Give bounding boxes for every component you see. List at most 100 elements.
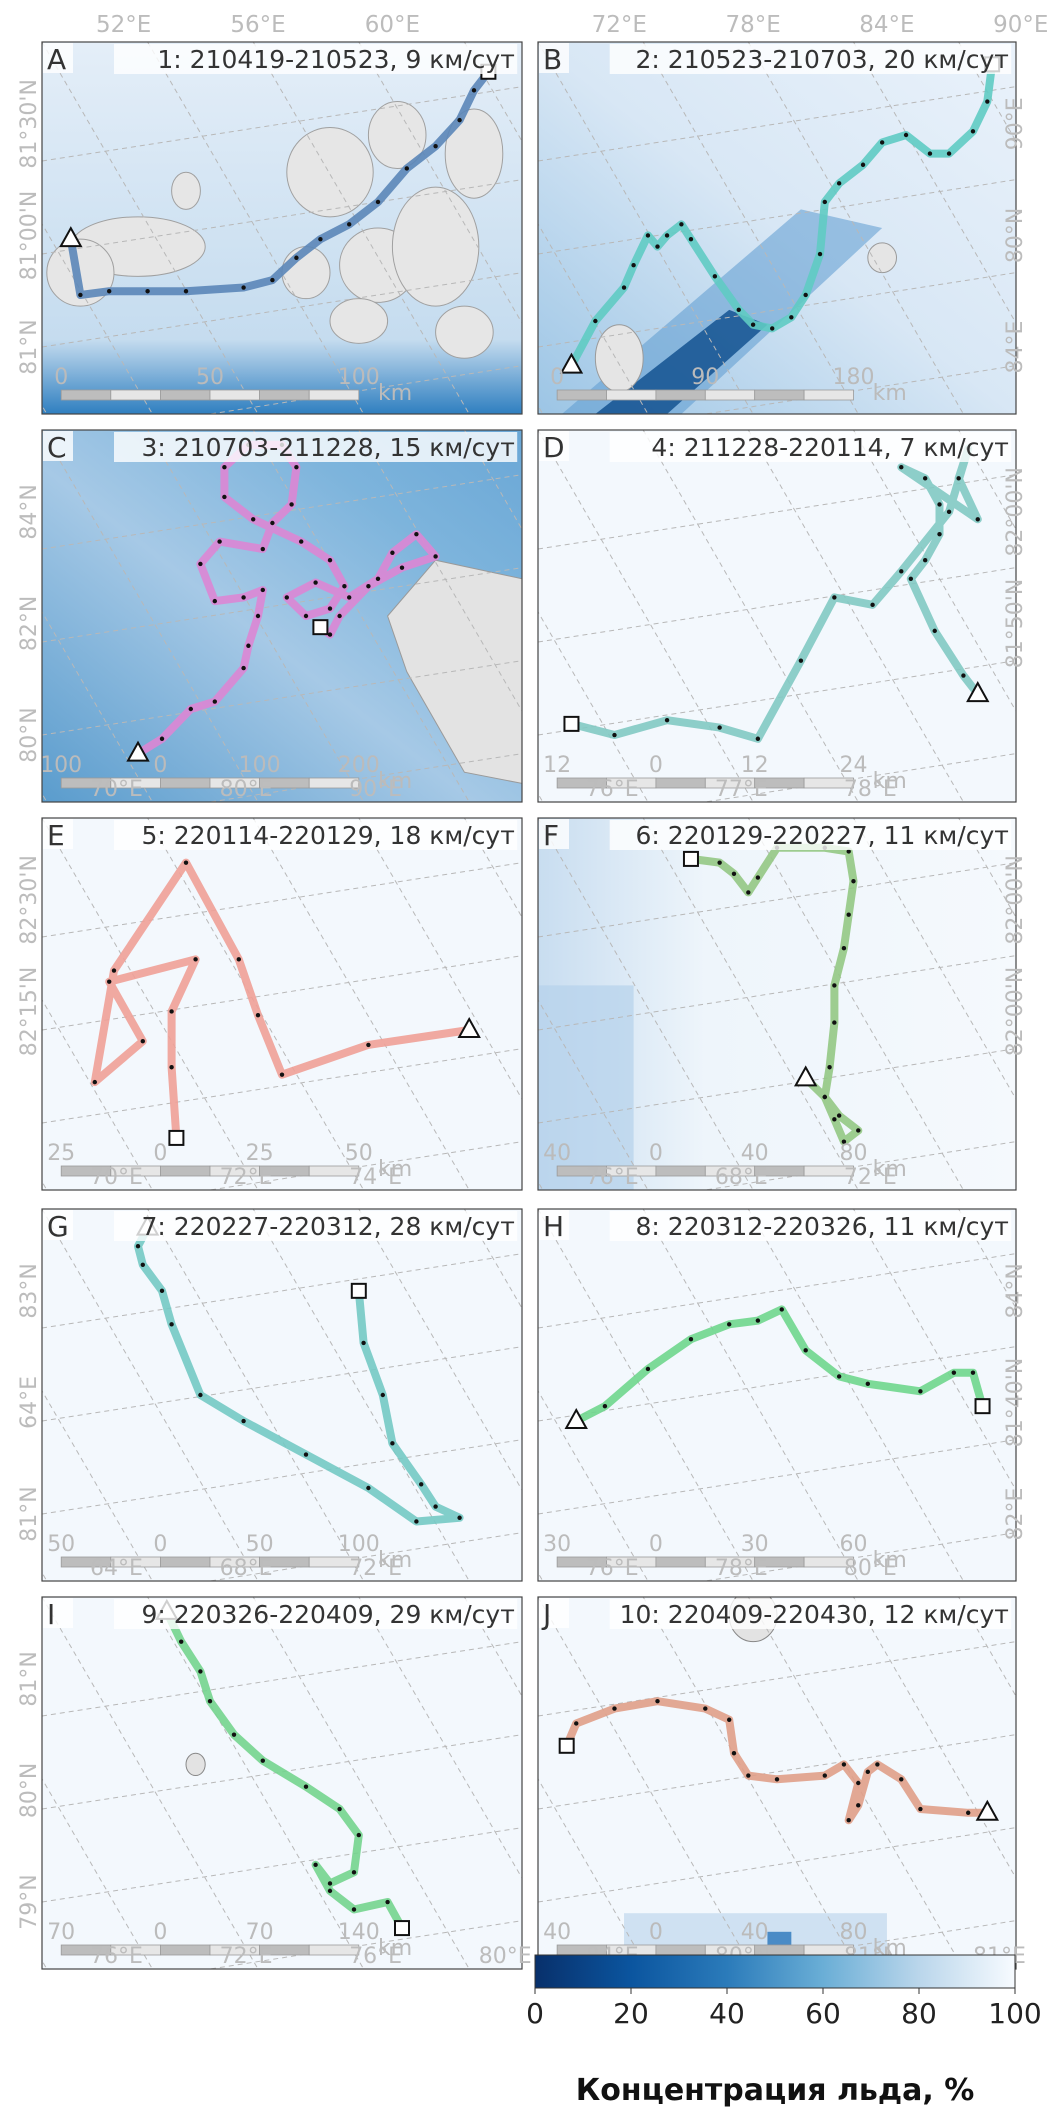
panel-title: 5: 220114-220129, 18 км/сут [141, 821, 514, 850]
letter-backdrop [43, 431, 73, 461]
track-point [846, 912, 851, 917]
track-point [688, 1337, 694, 1342]
colorbar-tick-label: 100 [988, 1997, 1041, 2030]
track-point [135, 1244, 141, 1249]
scale-label: 0 [649, 1920, 663, 1945]
lat-label: 84°E [1003, 321, 1028, 374]
track-point [645, 233, 651, 238]
track-point [433, 143, 438, 149]
lat-label: 80°N [17, 1763, 42, 1818]
scale-bar-segment [655, 1165, 706, 1177]
track-point [645, 1366, 651, 1372]
track-point [736, 307, 741, 313]
lon-label: 72°E [844, 1165, 897, 1190]
track-point [703, 1706, 708, 1711]
track-point [356, 1832, 361, 1838]
panel-title: 7: 220227-220312, 28 км/сут [141, 1212, 514, 1241]
island-shape [171, 171, 201, 210]
track-point [351, 1870, 357, 1875]
lon-label: 76°E [586, 777, 639, 802]
lat-label: 80°N [1003, 208, 1028, 263]
start-triangle [966, 681, 990, 703]
track-point [612, 1706, 617, 1711]
track-point [303, 613, 309, 619]
scale-label: 40 [543, 1141, 571, 1166]
scale-label: 180 [832, 365, 874, 390]
end-square [168, 1129, 185, 1146]
track-point [803, 1348, 808, 1353]
panel-title: 2: 210523-210703, 20 км/сут [636, 45, 1009, 74]
ice-background [42, 818, 522, 1190]
panel-letter: A [47, 43, 66, 76]
ice-low-patch [538, 985, 634, 1190]
track-point [899, 569, 904, 574]
drift-track [162, 1607, 406, 1933]
track-point [631, 263, 636, 268]
track-point [679, 222, 684, 227]
track-point [746, 890, 751, 895]
ice-background [42, 1209, 522, 1581]
track-point [366, 1042, 371, 1048]
track-point [318, 236, 323, 242]
lon-label: 78°E [725, 12, 780, 38]
track-point [755, 736, 761, 741]
track-point [593, 318, 598, 324]
track-point [270, 277, 275, 283]
track-point [145, 289, 150, 294]
track-point [107, 979, 112, 984]
track-point [746, 1773, 751, 1778]
lon-label: 80°E [479, 1944, 532, 1969]
scale-unit: km [873, 1157, 907, 1182]
track-point [198, 561, 203, 567]
panel-letter: I [47, 1598, 55, 1631]
scale-label: 0 [649, 753, 663, 778]
track-point [731, 871, 737, 876]
scale-label: 12 [543, 753, 571, 778]
scale-unit: km [873, 1548, 907, 1573]
scale-label: 0 [153, 1920, 167, 1945]
scale-label: 25 [47, 1141, 75, 1166]
drift-track [66, 67, 493, 299]
lat-label: 90°E [1003, 97, 1028, 150]
track-point [284, 595, 289, 600]
lat-label: 81°N [17, 1486, 42, 1541]
track-point [414, 531, 419, 537]
track-point [731, 1751, 737, 1756]
track-point [188, 706, 193, 712]
track-point [251, 517, 256, 522]
drift-track [572, 1305, 987, 1425]
panel-letter: H [543, 1210, 564, 1243]
track-point [303, 1452, 309, 1457]
track-point [347, 222, 352, 227]
lon-label: 80°E [844, 1556, 897, 1581]
scale-label: 80 [839, 1141, 867, 1166]
track-point [798, 658, 804, 663]
lon-label: 56°E [230, 12, 285, 38]
track-point [832, 1020, 837, 1025]
track-point [366, 1485, 371, 1491]
island-shape [367, 101, 427, 169]
island-shape [391, 186, 480, 307]
track-point [212, 598, 217, 604]
panel-frame [41, 1208, 523, 1582]
lat-label: 81°N [17, 1651, 42, 1706]
scale-label: 200 [338, 753, 380, 778]
track-point [975, 517, 980, 522]
scale-bar-segment [159, 1944, 211, 1956]
track-point [212, 699, 217, 704]
scale-label: 40 [543, 1920, 571, 1945]
track-point [457, 117, 462, 123]
ice-background [538, 430, 1016, 802]
scale-bar-segment [110, 389, 161, 401]
end-square [394, 1920, 410, 1937]
track-point [270, 520, 275, 526]
track-point [183, 860, 189, 865]
lat-label: 82°00'N [1003, 467, 1028, 556]
title-backdrop [114, 432, 518, 462]
scale-label: 12 [741, 753, 769, 778]
track-point [399, 565, 405, 570]
panel-letter: G [47, 1210, 69, 1243]
track-point [946, 151, 952, 156]
